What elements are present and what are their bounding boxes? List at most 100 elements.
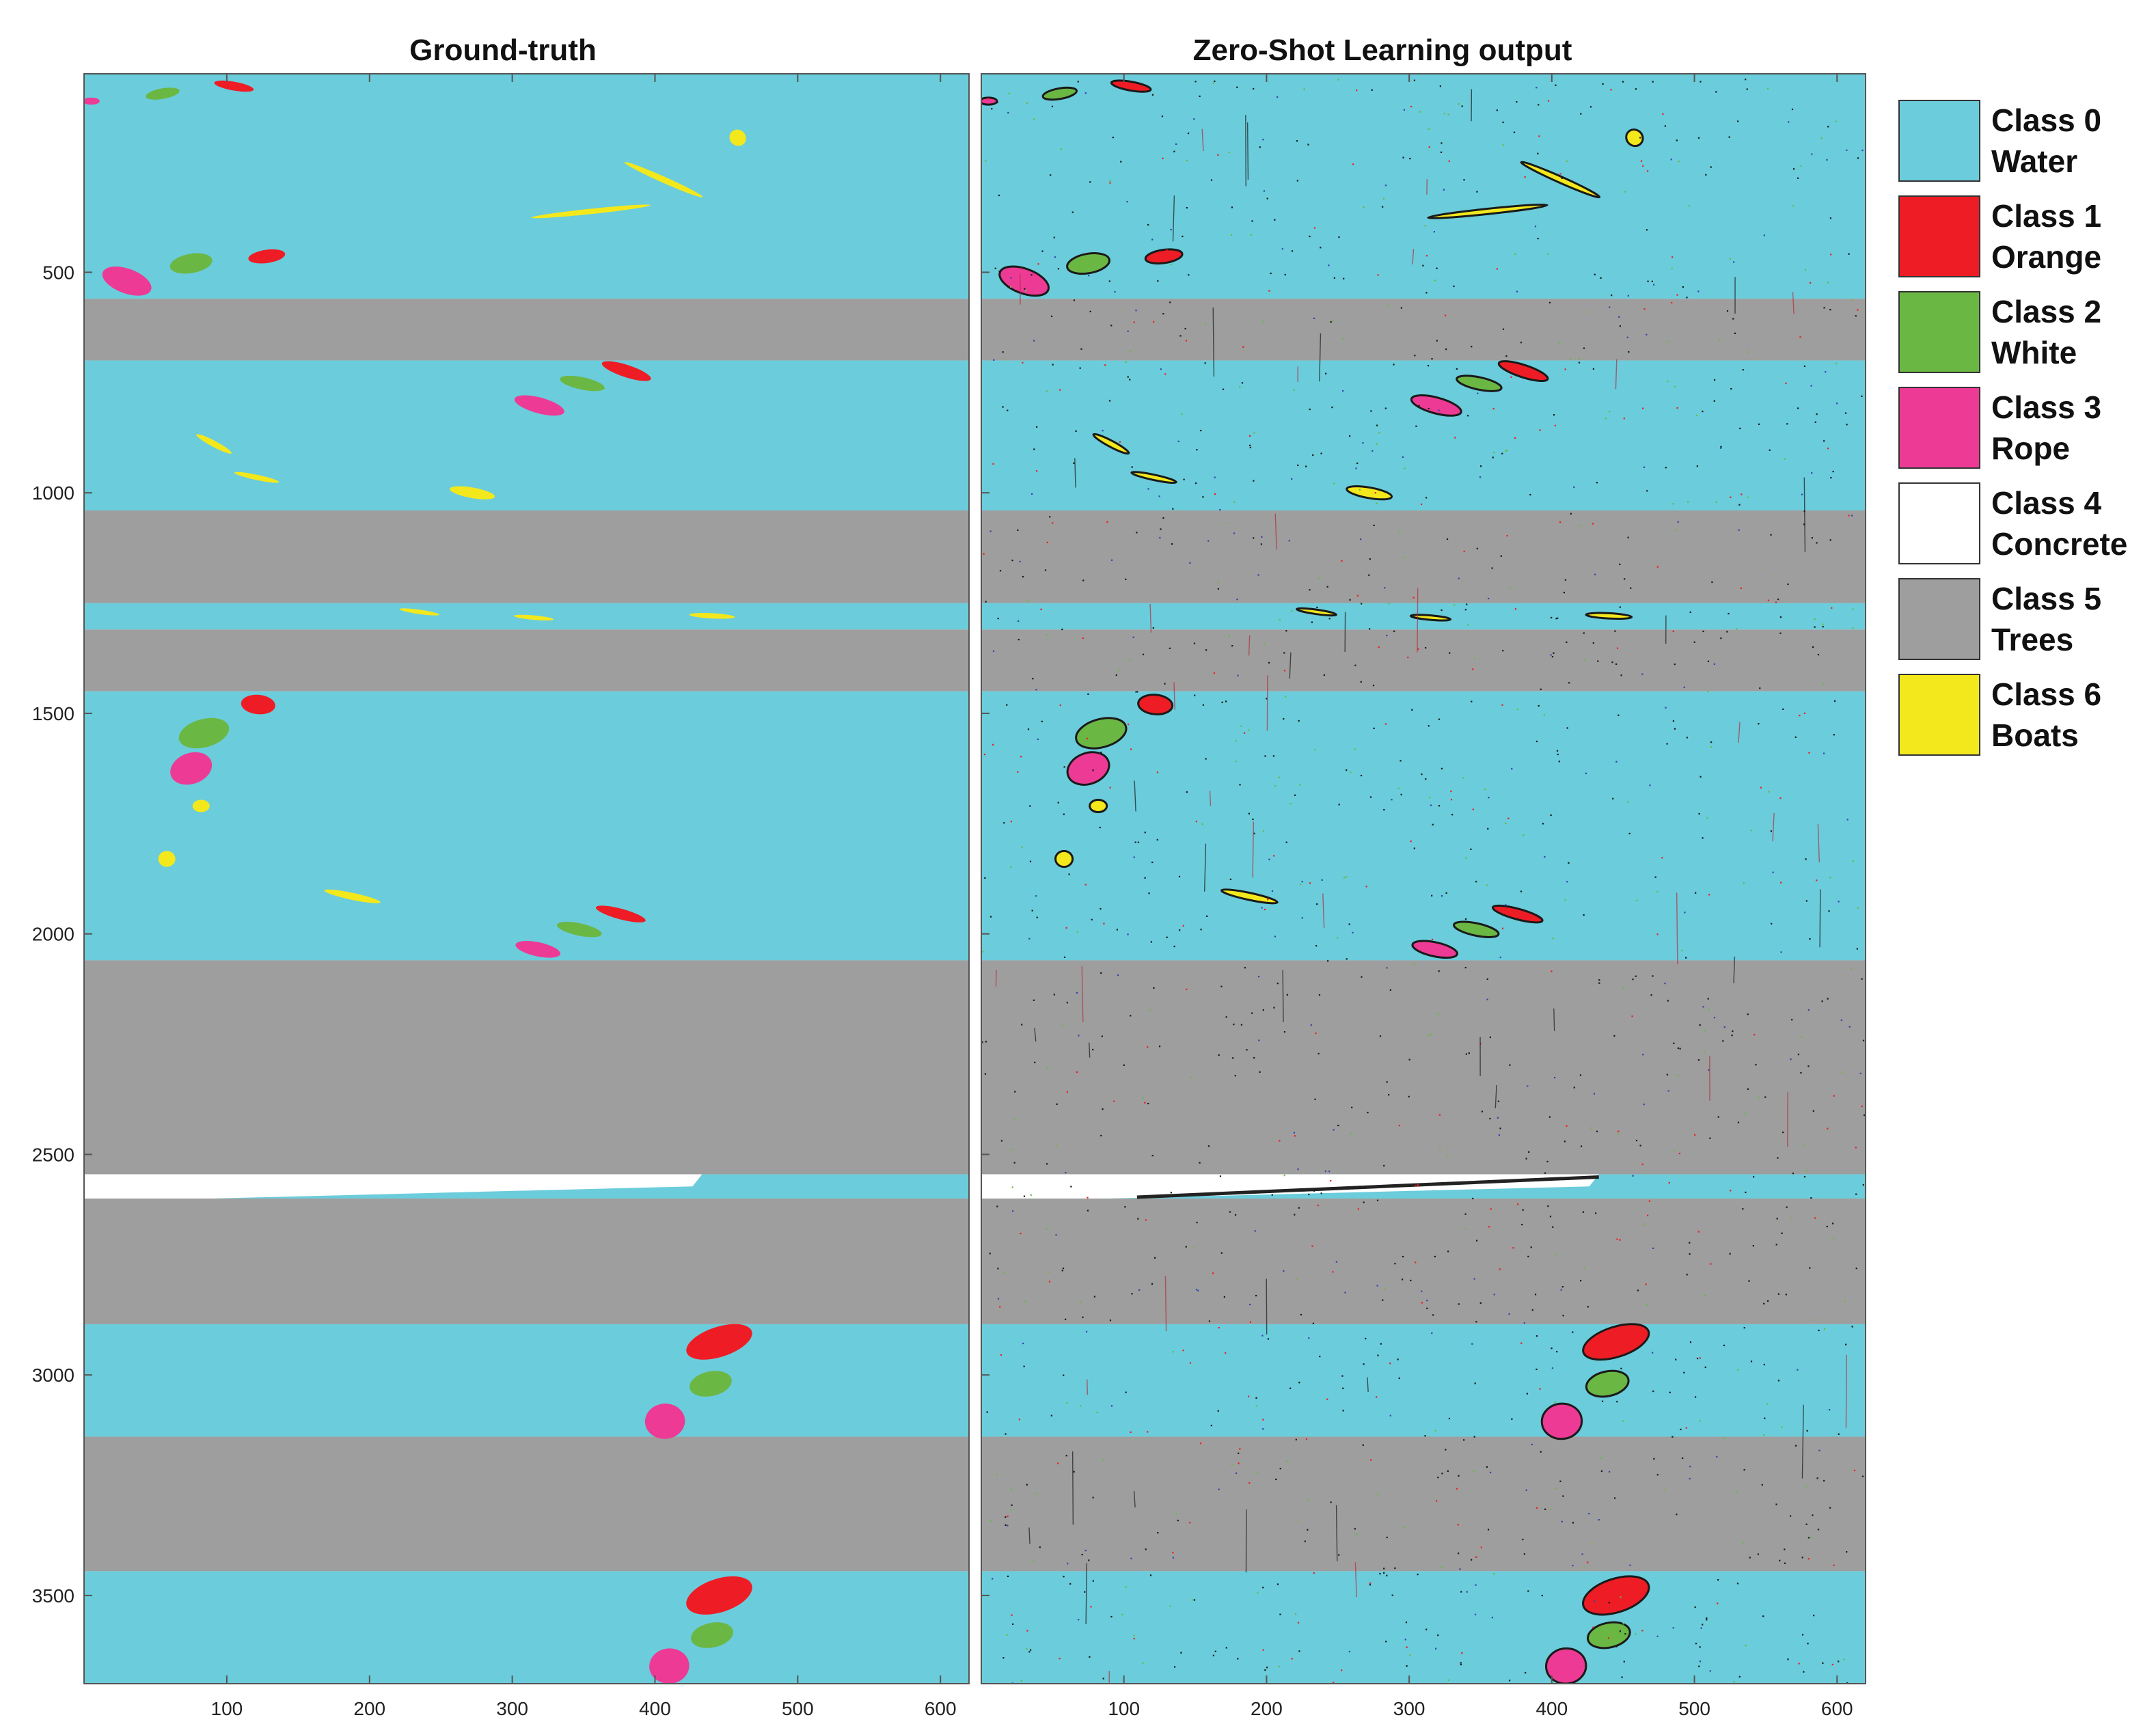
legend-class-label: Class 2 (1991, 294, 2102, 329)
y-tick-label: 1500 (32, 703, 74, 724)
legend-class-label: Class 5 (1991, 581, 2102, 616)
x-tick-label: 400 (639, 1698, 671, 1719)
trees-band (84, 1198, 969, 1324)
object-class-2 (690, 1371, 732, 1397)
heatmap-image (981, 74, 1866, 1684)
trees-band (981, 1436, 1866, 1572)
trees-band (981, 1198, 1866, 1324)
object-class-6 (689, 613, 735, 619)
object-class-6 (1220, 888, 1279, 905)
legend-item-class-6: Class 6 Boats (1898, 674, 2151, 769)
concrete-region (84, 1174, 702, 1199)
object-class-1 (1137, 694, 1174, 715)
object-class-6 (513, 614, 554, 620)
x-tick-label: 100 (211, 1698, 243, 1719)
object-class-1 (1582, 1575, 1650, 1616)
x-tick-label: 400 (1536, 1698, 1568, 1719)
object-class-2 (1066, 252, 1110, 275)
zero-shot-panel: 100 200 300 400 500 600 (981, 73, 1866, 1719)
object-class-6 (1409, 614, 1452, 622)
object-class-6 (1585, 612, 1633, 620)
object-class-1 (601, 361, 651, 381)
object-class-3 (649, 1648, 690, 1684)
object-class-6 (1092, 433, 1130, 455)
trees-band (981, 299, 1866, 361)
object-class-1 (1491, 904, 1544, 924)
legend-class-name: Orange (1991, 239, 2102, 275)
water-band (981, 1571, 1866, 1684)
object-class-6 (1625, 128, 1644, 148)
x-tick-label: 200 (1251, 1698, 1283, 1719)
object-class-1 (595, 905, 646, 922)
legend-item-class-3: Class 3 Rope (1898, 387, 2151, 482)
legend-swatch-class-3 (1898, 387, 1980, 469)
object-class-6 (1427, 203, 1548, 219)
legend-swatch-class-0 (1898, 100, 1980, 182)
object-class-6 (624, 162, 703, 197)
y-tick-label: 2500 (32, 1144, 74, 1165)
x-tick-label: 500 (1678, 1698, 1710, 1719)
legend-item-class-5: Class 5 Trees (1898, 578, 2151, 674)
legend-class-name: Concrete (1991, 526, 2128, 562)
legend-class-label: Class 3 (1991, 389, 2102, 425)
legend-class-name: White (1991, 335, 2077, 370)
x-tick-label: 600 (1821, 1698, 1853, 1719)
y-tick-label: 500 (42, 262, 74, 283)
object-class-6 (1520, 161, 1601, 199)
heatmap-image (84, 74, 969, 1684)
object-class-6 (450, 486, 495, 500)
water-band (981, 360, 1866, 511)
object-class-1 (1110, 79, 1152, 93)
object-class-6 (192, 799, 210, 812)
object-class-6 (158, 851, 176, 867)
object-class-3 (514, 395, 564, 416)
object-class-3 (1411, 940, 1458, 959)
object-class-1 (1144, 248, 1184, 265)
object-class-6 (531, 204, 651, 219)
trees-band (981, 510, 1866, 603)
legend-item-class-1: Class 1 Orange (1898, 195, 2151, 291)
legend-swatch-class-4 (1898, 482, 1980, 564)
y-tick-label: 2000 (32, 924, 74, 945)
water-band (84, 360, 969, 511)
x-tick-label: 100 (1108, 1698, 1140, 1719)
water-band (84, 691, 969, 961)
y-tick-label: 3000 (32, 1365, 74, 1386)
legend-class-label: Class 4 (1991, 485, 2102, 521)
x-tick-label: 500 (782, 1698, 814, 1719)
object-class-1 (1582, 1323, 1650, 1361)
legend-class-name: Boats (1991, 717, 2079, 753)
ground-truth-panel: 100 200 300 400 500 600 500 1000 1500 2000 2500 300… (32, 73, 970, 1719)
object-class-3 (1410, 394, 1462, 417)
legend-swatch-class-1 (1898, 195, 1980, 277)
object-class-3 (1066, 751, 1110, 786)
object-class-6 (1130, 471, 1177, 484)
object-class-3 (102, 266, 152, 296)
trees-band (84, 299, 969, 361)
object-class-3 (981, 96, 998, 106)
object-class-1 (214, 80, 254, 92)
object-class-6 (729, 129, 746, 146)
legend-item-class-0: Class 0 Water (1898, 100, 2151, 195)
legend-class-label: Class 6 (1991, 676, 2102, 712)
object-class-6 (1054, 849, 1074, 868)
object-class-6 (1346, 485, 1393, 501)
y-tick-label: 1000 (32, 482, 74, 504)
x-tick-label: 200 (353, 1698, 385, 1719)
trees-band (84, 1436, 969, 1572)
object-class-3 (1540, 1402, 1583, 1440)
object-class-2 (1456, 374, 1503, 392)
object-class-3 (515, 941, 560, 958)
y-tick-label: 3500 (32, 1585, 74, 1606)
legend-swatch-class-5 (1898, 578, 1980, 660)
water-band (981, 691, 1866, 961)
trees-band (84, 629, 969, 692)
noise-pixels (981, 79, 1866, 1684)
object-class-6 (324, 889, 381, 903)
legend-item-class-4: Class 4 Concrete (1898, 482, 2151, 578)
object-class-2 (691, 1622, 733, 1648)
water-band (981, 1324, 1866, 1437)
legend-class-name: Trees (1991, 622, 2074, 657)
legend-swatch-class-2 (1898, 291, 1980, 373)
